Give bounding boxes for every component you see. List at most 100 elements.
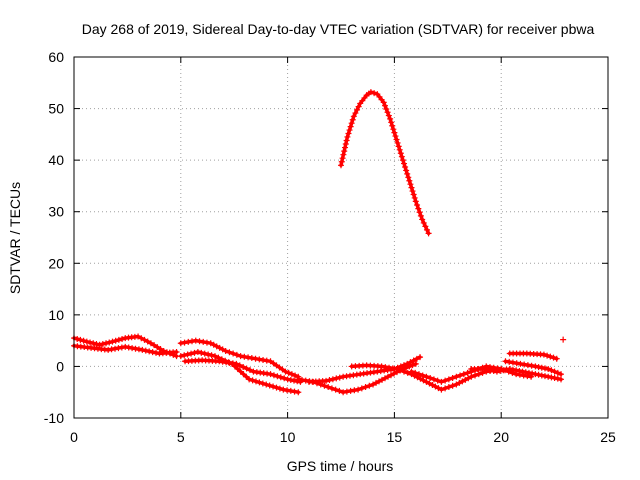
- data-point: [154, 344, 161, 351]
- data-point: [292, 372, 299, 379]
- data-point: [129, 345, 136, 352]
- data-point: [326, 377, 333, 384]
- data-point: [396, 146, 403, 153]
- data-point: [323, 377, 330, 384]
- y-tick-label: 60: [48, 49, 64, 65]
- data-point: [83, 338, 90, 345]
- data-point: [349, 116, 356, 123]
- data-point: [243, 365, 250, 372]
- data-point: [256, 379, 263, 386]
- data-point: [392, 133, 399, 140]
- series-arc-high: [338, 89, 432, 237]
- data-point: [87, 339, 94, 346]
- data-point: [419, 216, 426, 223]
- data-point: [460, 371, 467, 378]
- data-point: [414, 202, 421, 209]
- data-point: [468, 373, 475, 380]
- data-point: [346, 127, 353, 134]
- data-point: [343, 137, 350, 144]
- y-tick-label: 40: [48, 152, 64, 168]
- data-point: [423, 373, 430, 380]
- data-point: [380, 99, 387, 106]
- data-point: [191, 349, 198, 356]
- data-point: [544, 352, 551, 359]
- data-point: [540, 351, 547, 358]
- data-point: [449, 382, 456, 389]
- y-tick-label: -10: [44, 410, 64, 426]
- data-point: [390, 126, 397, 133]
- data-point: [90, 340, 97, 347]
- data-point: [472, 372, 479, 379]
- data-point: [417, 354, 424, 361]
- data-point: [385, 112, 392, 119]
- data-point: [342, 144, 349, 151]
- data-point: [401, 160, 408, 167]
- data-point: [248, 355, 255, 362]
- data-point: [547, 353, 554, 360]
- data-point: [538, 364, 545, 371]
- data-point: [487, 367, 494, 374]
- data-point: [328, 385, 335, 392]
- data-point: [302, 377, 309, 384]
- data-point: [332, 386, 339, 393]
- data-point: [513, 367, 520, 374]
- data-point: [80, 337, 87, 344]
- series-track-h: [348, 362, 505, 393]
- data-point: [475, 371, 482, 378]
- data-point: [260, 356, 267, 363]
- data-point: [405, 174, 412, 181]
- data-point: [403, 167, 410, 174]
- data-point: [517, 360, 524, 367]
- data-point: [423, 226, 430, 233]
- data-point: [115, 345, 122, 352]
- data-point: [177, 340, 184, 347]
- data-point: [135, 333, 142, 340]
- data-point: [528, 362, 535, 369]
- data-point: [233, 360, 240, 367]
- data-point: [532, 363, 539, 370]
- data-point: [404, 369, 411, 376]
- data-point: [347, 123, 354, 130]
- data-point: [189, 338, 196, 345]
- series-track-d: [177, 348, 302, 396]
- data-point: [410, 191, 417, 198]
- data-point: [410, 357, 417, 364]
- data-point: [119, 335, 126, 342]
- series-track-c: [177, 337, 302, 380]
- data-point: [382, 102, 389, 109]
- data-point: [333, 375, 340, 382]
- data-point: [291, 377, 298, 384]
- data-point: [147, 340, 154, 347]
- y-tick-label: 20: [48, 255, 64, 271]
- series-track-j: [468, 366, 565, 383]
- data-point: [407, 359, 414, 366]
- data-point: [184, 351, 191, 358]
- data-point: [513, 360, 520, 367]
- data-point: [493, 368, 500, 375]
- data-point: [247, 367, 254, 374]
- data-point: [288, 371, 295, 378]
- data-point: [407, 181, 414, 188]
- data-point: [554, 375, 561, 382]
- data-point: [389, 365, 396, 372]
- data-point: [384, 109, 391, 116]
- x-tick-label: 0: [70, 429, 78, 445]
- data-point: [222, 347, 229, 354]
- data-point: [259, 380, 266, 387]
- data-point: [287, 376, 294, 383]
- data-point: [226, 349, 233, 356]
- data-point: [412, 369, 419, 376]
- data-point: [329, 376, 336, 383]
- data-point: [263, 357, 270, 364]
- x-tick-label: 20: [493, 429, 509, 445]
- series-track-a: [71, 333, 180, 360]
- data-point: [205, 351, 212, 358]
- data-point: [401, 362, 408, 369]
- data-point: [321, 382, 328, 389]
- data-point: [339, 155, 346, 162]
- data-point: [245, 354, 252, 361]
- data-point: [146, 348, 153, 355]
- data-point: [391, 129, 398, 136]
- data-point: [299, 376, 306, 383]
